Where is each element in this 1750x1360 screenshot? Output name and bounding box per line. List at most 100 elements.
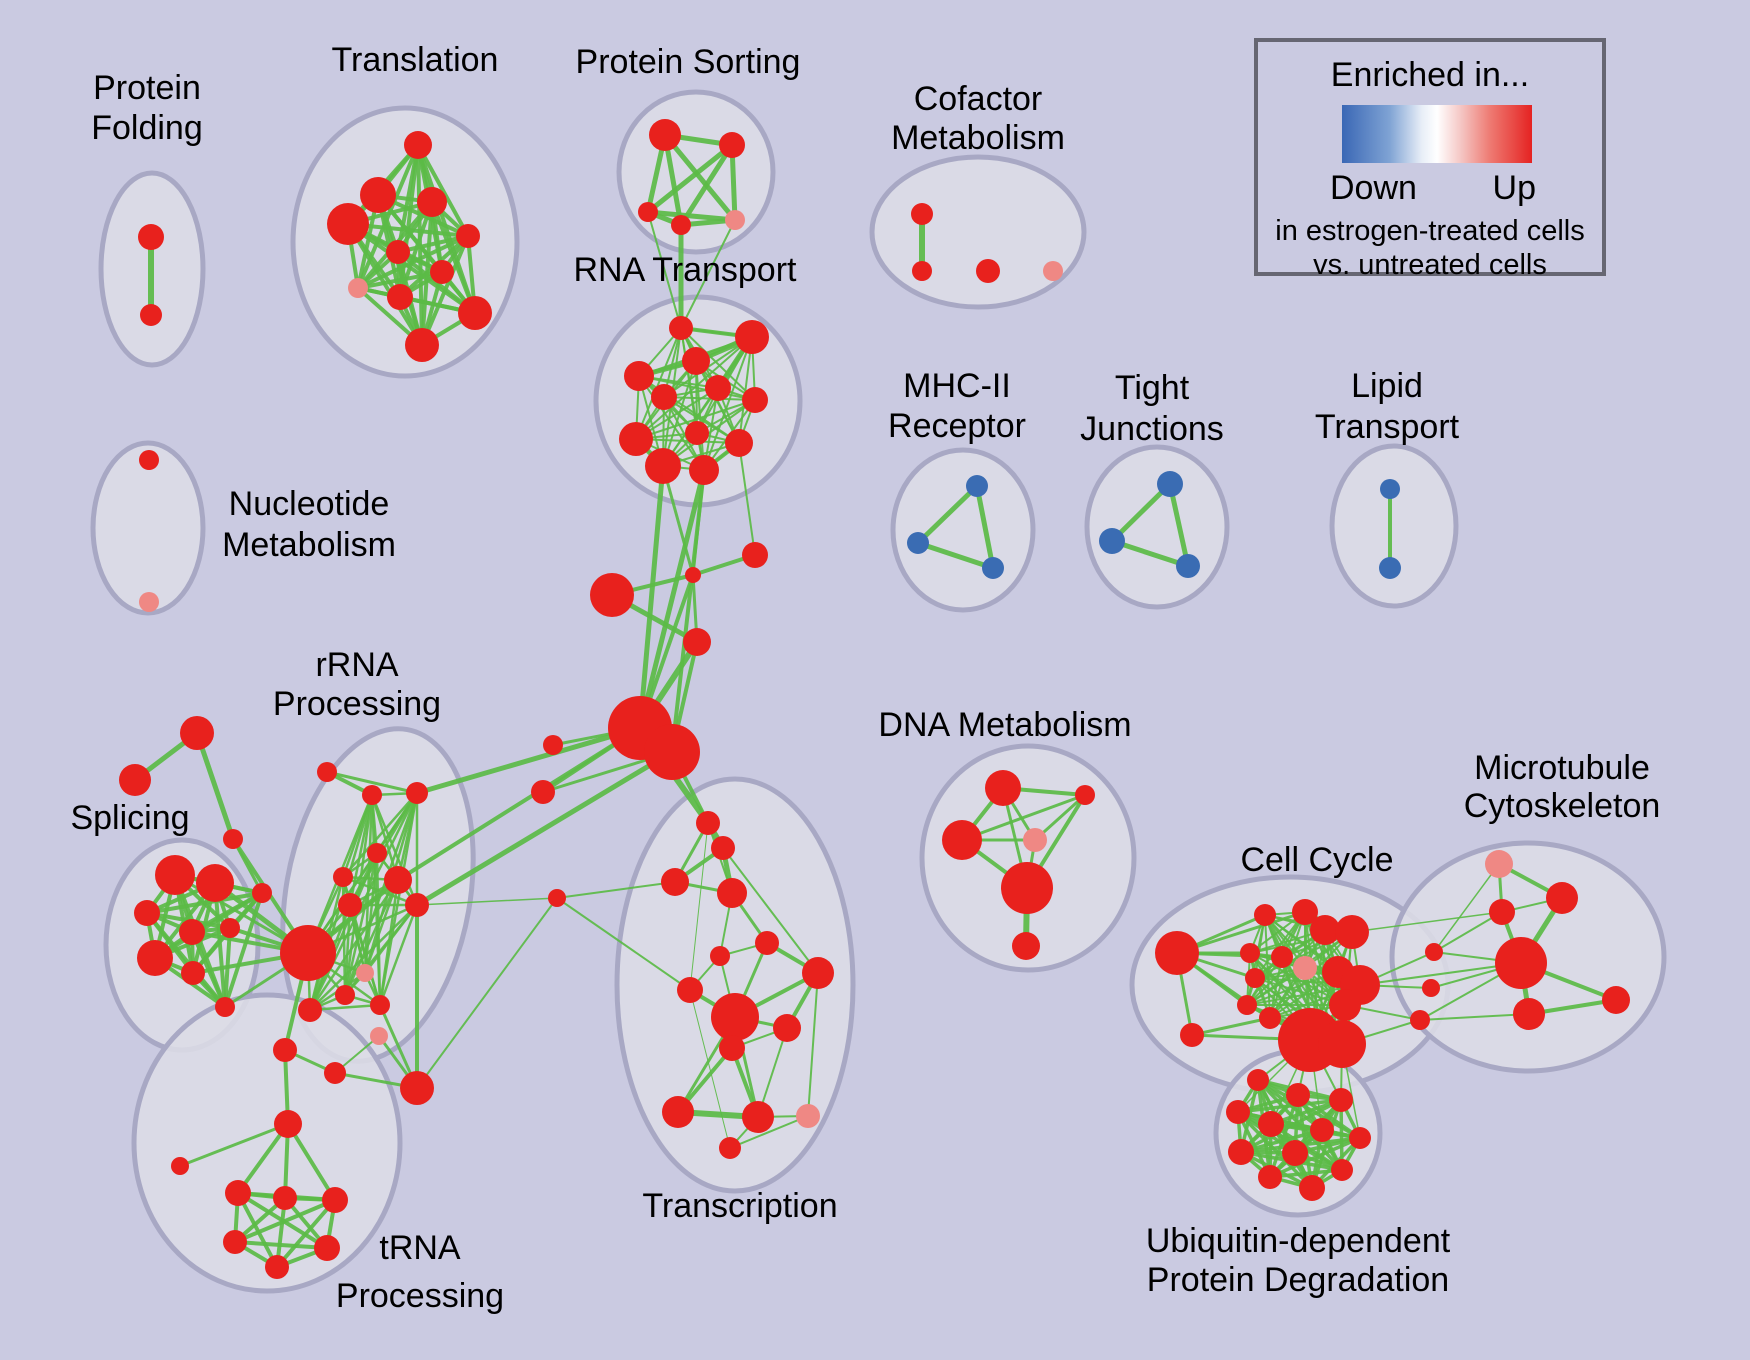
gene-set-node (644, 724, 700, 780)
gene-set-node (1240, 943, 1260, 963)
edge (1351, 911, 1503, 933)
legend-title: Enriched in... (1330, 56, 1530, 94)
edge (680, 219, 736, 329)
gene-set-node (1226, 1100, 1250, 1124)
gene-set-node (1380, 479, 1400, 499)
edge (695, 360, 705, 471)
cluster-label-nucleotide-metabolism: Nucleotide (229, 485, 390, 523)
gene-set-node (1299, 1175, 1325, 1201)
gene-set-node (638, 202, 658, 222)
gene-set-node (1237, 995, 1257, 1015)
edge (236, 1191, 279, 1269)
edge (341, 875, 419, 907)
cluster-label-rna-transport: RNA Transport (574, 251, 798, 289)
gene-set-node (1043, 261, 1063, 281)
cluster-label-mhc-ii-receptor: Receptor (888, 407, 1026, 445)
edge (145, 891, 264, 915)
gene-set-node (179, 919, 205, 945)
edge (1433, 863, 1500, 953)
edge (635, 327, 682, 440)
gene-set-node (155, 855, 195, 895)
gene-set-node (367, 843, 387, 863)
edge (1190, 1016, 1272, 1037)
gene-set-node (661, 868, 689, 896)
cluster-label-microtubule-cytoskeleton: Microtubule (1474, 749, 1650, 787)
cluster-label-translation: Translation (332, 41, 499, 79)
edge (695, 360, 740, 444)
edge (556, 881, 676, 899)
gene-set-node (1513, 998, 1545, 1030)
edge (178, 1122, 290, 1168)
gene-set-node (137, 940, 173, 976)
gene-set-node (907, 532, 929, 554)
gene-set-node (430, 260, 454, 284)
edge (703, 336, 753, 471)
gene-set-node (171, 1157, 189, 1175)
gene-set-node (384, 866, 412, 894)
edge (1268, 1168, 1344, 1179)
gene-set-node (298, 998, 322, 1022)
cluster-label-ubiquitin-degradation: Ubiquitin-dependent (1146, 1222, 1451, 1260)
gene-set-node (1001, 862, 1053, 914)
edge (1236, 1110, 1272, 1179)
gene-set-node (742, 1101, 774, 1133)
cluster-label-protein-folding: Folding (91, 109, 203, 147)
edge (638, 375, 756, 401)
edge (807, 972, 819, 1117)
edge (416, 897, 558, 906)
legend-gradient-bar (1342, 105, 1532, 163)
edge (1419, 1013, 1530, 1021)
gene-set-node (1259, 1007, 1281, 1029)
gene-set-node (265, 1255, 289, 1279)
gene-set-node (456, 224, 480, 248)
gene-set-node (1099, 528, 1125, 554)
gene-set-node (1258, 1111, 1284, 1137)
edge (1433, 911, 1503, 953)
edge (635, 438, 740, 444)
gene-set-node (370, 995, 390, 1015)
edge (275, 1198, 337, 1269)
gene-set-node (1245, 968, 1265, 988)
edge (638, 375, 705, 471)
cluster-label-trna-processing: tRNA (379, 1229, 461, 1267)
gene-set-node (274, 1110, 302, 1138)
gene-set-node (1012, 932, 1040, 960)
edge (414, 725, 643, 796)
edge (356, 270, 444, 290)
edge (308, 903, 419, 1012)
gene-set-node (181, 961, 205, 985)
edge (343, 878, 400, 997)
legend-down-label: Down (1330, 169, 1417, 207)
edge (645, 209, 738, 223)
edge (691, 468, 706, 577)
gene-set-node (689, 455, 719, 485)
gene-set-node (1379, 557, 1401, 579)
gene-set-node (1310, 1118, 1334, 1142)
gene-set-node (531, 780, 555, 804)
edge (363, 793, 374, 975)
gene-set-node (387, 284, 413, 310)
gene-set-node (651, 384, 677, 410)
edge (231, 837, 264, 895)
gene-set-node (982, 557, 1004, 579)
edge (370, 793, 400, 882)
gene-set-node (1293, 956, 1317, 980)
cluster-label-nucleotide-metabolism: Metabolism (222, 526, 396, 564)
gene-set-node (1228, 1139, 1254, 1165)
gene-set-node (717, 878, 747, 908)
gene-set-node (645, 448, 681, 484)
edge (325, 770, 419, 795)
gene-set-node (590, 573, 634, 617)
gene-set-node (1157, 471, 1183, 497)
cluster-label-rrna-processing: Processing (273, 685, 441, 723)
gene-set-node (406, 782, 428, 804)
gene-set-node (802, 957, 834, 989)
gene-set-node (742, 387, 768, 413)
gene-set-node (317, 762, 337, 782)
gene-set-node (671, 215, 691, 235)
gene-set-node (1489, 899, 1515, 925)
edge (233, 1198, 337, 1244)
gene-set-node (711, 836, 735, 860)
cluster-label-rrna-processing: rRNA (315, 646, 398, 684)
